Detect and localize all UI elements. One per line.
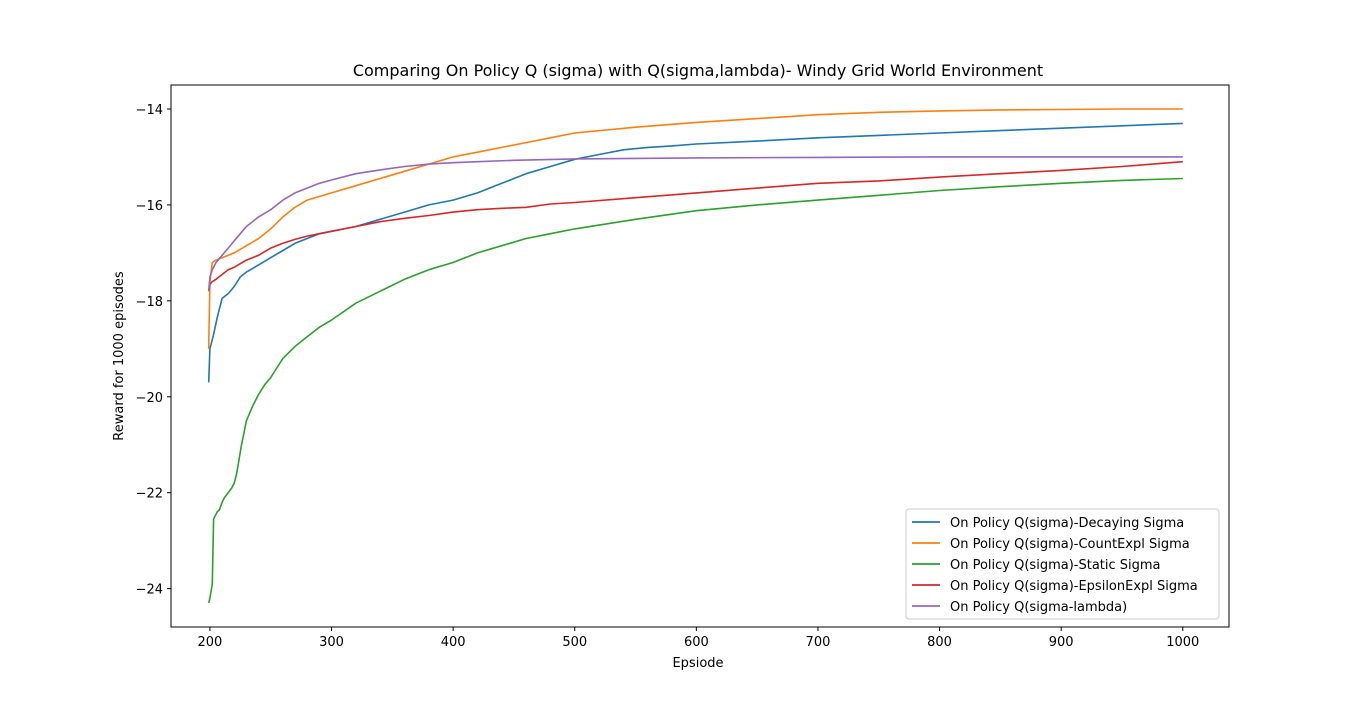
x-tick-label: 600 bbox=[684, 635, 709, 650]
y-tick-label: −18 bbox=[136, 295, 163, 310]
chart-title: Comparing On Policy Q (sigma) with Q(sig… bbox=[353, 61, 1043, 80]
x-axis-label: Epsiode bbox=[672, 656, 723, 671]
x-tick-label: 300 bbox=[319, 635, 344, 650]
x-tick-label: 900 bbox=[1049, 635, 1074, 650]
x-tick-label: 400 bbox=[441, 635, 466, 650]
y-tick-label: −24 bbox=[136, 583, 163, 598]
y-tick-label: −16 bbox=[136, 199, 163, 214]
y-axis-label: Reward for 1000 episodes bbox=[112, 271, 127, 441]
x-tick-label: 1000 bbox=[1166, 635, 1199, 650]
legend-entry: On Policy Q(sigma)-Decaying Sigma bbox=[950, 516, 1184, 531]
series-line-5 bbox=[207, 156, 1183, 292]
series-line-4 bbox=[207, 160, 1183, 292]
y-tick-label: −20 bbox=[136, 391, 163, 406]
series-line-1 bbox=[207, 122, 1183, 383]
legend-box bbox=[905, 508, 1220, 620]
y-tick-label: −22 bbox=[136, 487, 163, 502]
legend-entry: On Policy Q(sigma)-EpsilonExpl Sigma bbox=[950, 579, 1198, 594]
axes-frame bbox=[170, 84, 1230, 628]
series-line-3 bbox=[207, 177, 1183, 604]
x-tick-label: 700 bbox=[806, 635, 831, 650]
x-tick-label: 500 bbox=[562, 635, 587, 650]
x-tick-label: 200 bbox=[198, 635, 223, 650]
plot-area: 200 300 400 500 600 700 800 900 1000 −24 −22 −20 −18… bbox=[136, 84, 1230, 650]
y-tick-label: −14 bbox=[136, 103, 163, 118]
x-tick-label: 800 bbox=[927, 635, 952, 650]
legend: On Policy Q(sigma)-Decaying Sigma On Poli… bbox=[905, 508, 1220, 620]
legend-entry: On Policy Q(sigma-lambda) bbox=[950, 600, 1127, 615]
legend-entry: On Policy Q(sigma)-Static Sigma bbox=[950, 558, 1161, 573]
legend-entry: On Policy Q(sigma)-CountExpl Sigma bbox=[950, 537, 1190, 552]
